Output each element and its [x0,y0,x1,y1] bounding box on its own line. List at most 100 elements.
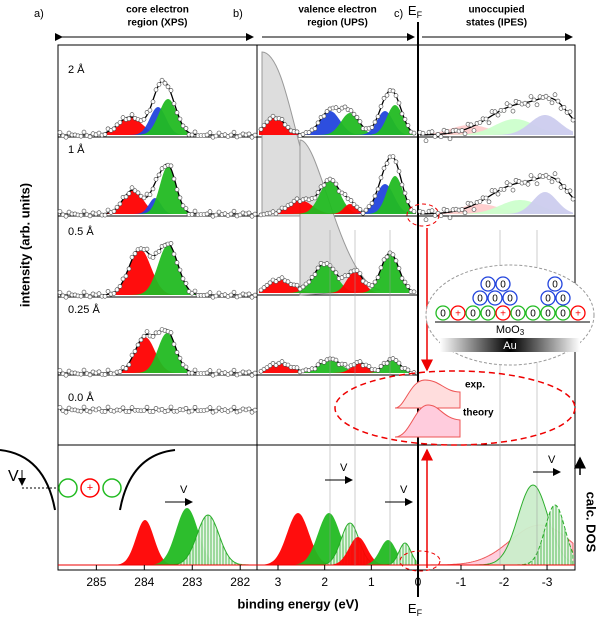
data-point [321,113,327,119]
data-point [378,363,384,369]
data-point [117,284,123,289]
data-point [246,291,252,297]
panel-label: a) [34,8,44,20]
data-point [147,107,153,113]
atom-label: 0 [492,294,498,305]
calc-label: calc. DOS [584,492,599,553]
atom-label: 0 [560,294,566,305]
data-point [447,136,453,142]
data-point [183,364,189,370]
data-point [168,163,174,169]
data-point [123,194,129,200]
data-point [393,159,399,165]
data-point [432,134,438,139]
peak [60,99,255,135]
atom [547,276,563,292]
data-point [180,123,186,129]
data-point [246,369,252,375]
data-point [294,365,300,371]
data-point [102,132,108,137]
data-point [570,117,576,123]
data-point [183,405,189,411]
x-tick-label: 284 [134,575,154,589]
data-point [333,270,339,276]
data-point [156,172,162,178]
data-point [393,358,399,363]
data-point [270,113,276,119]
data-point [420,209,426,215]
data-point [384,161,390,166]
data-point [396,360,402,366]
data-point [267,116,273,122]
atom [58,478,78,498]
data-point [471,128,477,133]
atom-label: 0 [545,294,551,305]
data-point [156,82,162,87]
data-point [189,212,195,217]
shift-label: V [340,462,348,474]
data-point [285,279,291,285]
peak [259,180,416,214]
peak [259,513,416,565]
data-point [483,195,489,201]
data-point [285,362,291,368]
peak [420,115,573,135]
data-point [165,408,171,414]
data-point [183,281,189,286]
data-point [102,293,108,299]
atom [80,478,100,498]
data-point [192,367,198,373]
data-point [525,182,531,187]
data-point [444,129,450,134]
data-point [555,98,561,104]
data-point [57,368,63,373]
data-point [384,93,390,98]
data-point [267,280,273,286]
data-point [252,132,258,138]
data-point [477,120,483,125]
peak [60,333,255,373]
data-point [396,100,402,106]
data-point [357,271,363,276]
data-point [207,405,213,410]
data-point [177,116,183,122]
data-point [63,372,69,378]
data-point [228,292,234,298]
data-point [102,212,108,218]
data-point [168,404,174,410]
data-point [375,275,381,280]
peak [259,184,416,214]
atom [555,305,571,321]
data-point [567,188,573,194]
data-point [315,362,321,368]
exp-label: exp. [465,380,485,391]
data-point [81,404,87,410]
data-point [174,187,180,192]
data-point [345,273,351,278]
data-point [204,407,210,413]
data-point [300,284,306,290]
moo3-main: MoO [496,324,520,336]
thickness-label: 0.0 Å [68,391,94,404]
data-point [126,409,132,415]
data-point [357,119,363,124]
data-point [291,198,297,204]
peak [60,166,255,214]
inset: 0 +0 0 +0 0 0 0 +0 0 00 00 00 [425,264,595,366]
data-point [213,371,219,377]
panel-title: region (XPS) [127,18,187,29]
data-point [207,209,213,214]
data-point [171,101,177,106]
data-point [144,110,150,115]
data-point [174,110,180,115]
data-point [261,123,267,128]
data-point [57,209,63,214]
data-point [321,182,327,188]
atom [450,305,466,321]
data-point [486,120,492,126]
peak [259,113,416,135]
atom-label: 0 [507,294,513,305]
data-point [402,279,408,285]
y-axis-label: intensity (arb. units) [17,183,32,307]
data-point [135,342,141,348]
